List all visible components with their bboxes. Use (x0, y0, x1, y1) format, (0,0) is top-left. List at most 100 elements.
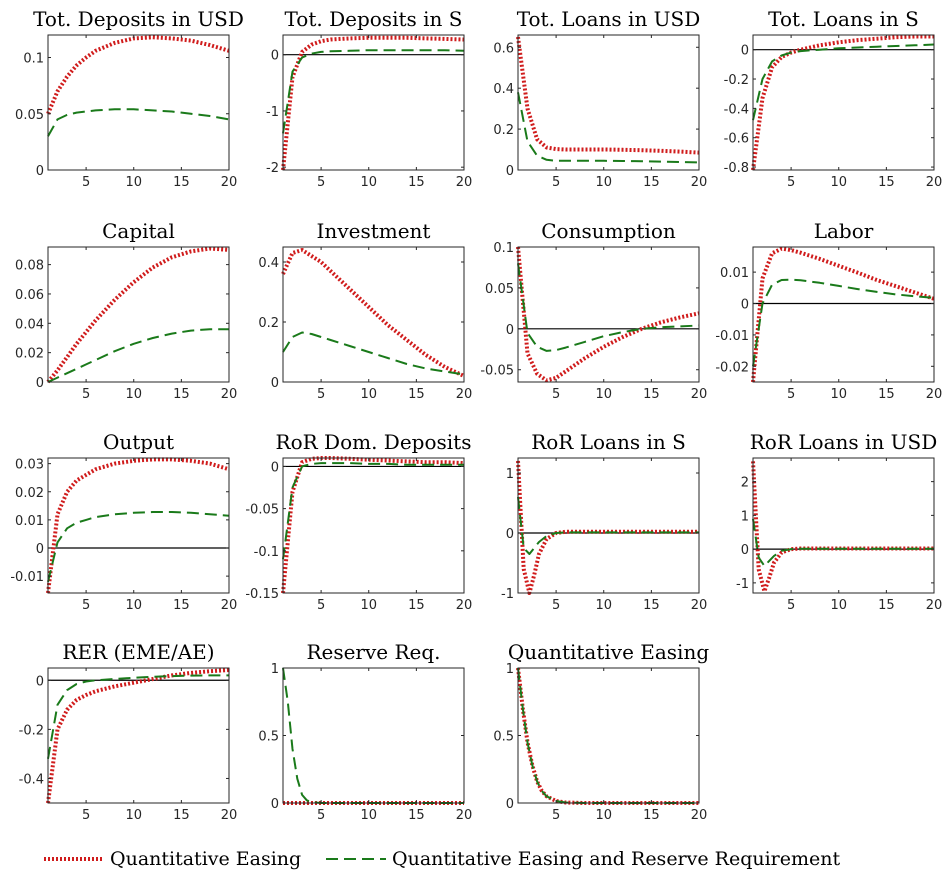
y-tick-label: -0.02 (715, 360, 749, 375)
y-tick-label: 0.4 (258, 256, 279, 271)
y-tick-label: 1 (506, 662, 514, 677)
x-tick-label: 20 (221, 808, 238, 823)
panel-14: Reserve Req. 5 10 15 20 0 0.5 1 (258, 640, 472, 823)
x-tick-label: 20 (221, 598, 238, 613)
x-tick-label: 20 (691, 808, 708, 823)
axes-box (47, 246, 230, 383)
axes-box (282, 34, 465, 171)
series-qe-rr-line (47, 108, 230, 137)
y-tick-label: 0 (36, 164, 44, 179)
x-tick-label: 15 (408, 387, 425, 402)
panel-15: Quantitative Easing 5 10 15 20 0 0.5 1 (493, 640, 709, 823)
x-tick-label: 20 (691, 387, 708, 402)
panel-title: RoR Loans in S (531, 430, 686, 454)
panel-12: RoR Loans in USD 5 10 15 20 -1 0 1 2 (736, 430, 942, 613)
series-qe-line (751, 246, 935, 383)
panel-4: Tot. Loans in S 5 10 15 20 -0.8 -0.6 -0.4 -0.2 0 (724, 7, 943, 190)
x-tick-label: 5 (82, 175, 90, 190)
panel-title: RER (EME/AE) (62, 640, 214, 664)
x-tick-label: 10 (125, 387, 142, 402)
panel-8: Labor 5 10 15 20 -0.02 -0.01 0 0.01 (715, 219, 942, 402)
x-tick-label: 10 (595, 387, 612, 402)
y-tick-label: -1 (501, 587, 514, 602)
x-tick-label: 5 (552, 387, 560, 402)
series-qe-line (516, 36, 700, 155)
axes-box (517, 246, 700, 383)
series-qe-line (46, 35, 230, 115)
y-tick-label: -0.6 (724, 132, 749, 147)
y-tick-label: -0.2 (724, 73, 749, 88)
x-tick-label: 10 (830, 175, 847, 190)
x-tick-label: 20 (691, 598, 708, 613)
x-tick-label: 10 (125, 598, 142, 613)
x-tick-label: 15 (408, 808, 425, 823)
y-tick-label: 0.4 (493, 82, 514, 97)
x-tick-label: 20 (221, 175, 238, 190)
x-tick-label: 20 (456, 598, 473, 613)
y-tick-label: 0 (506, 164, 514, 179)
y-tick-label: 0 (271, 460, 279, 475)
y-tick-label: 0 (506, 797, 514, 812)
panel-5: Capital 5 10 15 20 0 0.02 0.04 0.06 0.08 (15, 219, 237, 402)
y-tick-label: 0.02 (15, 347, 44, 362)
legend-qe-rr-label: Quantitative Easing and Reserve Requirem… (392, 848, 841, 870)
y-tick-label: 0.1 (23, 52, 44, 67)
series-qe-rr-line (517, 496, 699, 555)
y-tick-label: 2 (741, 476, 749, 491)
x-tick-label: 5 (317, 175, 325, 190)
y-tick-label: 0 (271, 49, 279, 64)
x-tick-label: 15 (408, 598, 425, 613)
series-qe-rr-line (47, 328, 229, 383)
x-tick-label: 15 (173, 808, 190, 823)
series-qe-line (516, 460, 699, 595)
panel-13: RER (EME/AE) 5 10 15 20 -0.4 -0.2 0 (19, 640, 238, 823)
x-tick-label: 15 (878, 175, 895, 190)
axes-box (47, 34, 230, 171)
y-tick-label: -0.1 (254, 545, 279, 560)
y-tick-label: 0.5 (258, 730, 279, 745)
series-qe-rr-line (517, 92, 700, 164)
panel-title: Tot. Deposits in USD (33, 7, 244, 31)
panel-2: Tot. Deposits in S 5 10 15 20 -2 -1 0 (266, 7, 472, 190)
x-tick-label: 15 (878, 598, 895, 613)
y-tick-label: -1 (266, 105, 279, 120)
series-qe-line (281, 248, 465, 378)
x-tick-label: 5 (787, 387, 795, 402)
x-tick-label: 15 (643, 598, 660, 613)
series-qe-rr-line (752, 278, 935, 367)
series-qe-line (751, 461, 934, 594)
panel-11: RoR Loans in S 5 10 15 20 -1 0 1 (501, 430, 707, 613)
y-tick-label: 0.2 (493, 123, 514, 138)
x-tick-label: 20 (926, 175, 943, 190)
y-tick-label: 0 (36, 674, 44, 689)
y-tick-label: -0.15 (245, 587, 279, 602)
series-qe-line (281, 456, 465, 594)
axes-box (517, 457, 700, 594)
y-tick-label: 0 (741, 543, 749, 558)
series-qe-line (46, 457, 230, 594)
y-tick-label: 0.05 (15, 108, 44, 123)
panel-title: Consumption (541, 219, 676, 243)
y-tick-label: 0.2 (258, 316, 279, 331)
series-qe-line (751, 34, 934, 171)
axes-box (517, 667, 700, 804)
panel-title: Tot. Loans in USD (517, 7, 701, 31)
x-tick-label: 5 (82, 387, 90, 402)
x-tick-label: 5 (82, 598, 90, 613)
x-tick-label: 15 (643, 175, 660, 190)
y-tick-label: 0 (741, 44, 749, 59)
x-tick-label: 10 (830, 598, 847, 613)
y-tick-label: 0.05 (485, 282, 514, 297)
series-qe-rr-line (517, 263, 700, 352)
series-qe-line (281, 35, 465, 171)
y-tick-label: 0.02 (15, 486, 44, 501)
y-tick-label: 1 (741, 509, 749, 524)
panel-10: RoR Dom. Deposits 5 10 15 20 -0.15 -0.1 -0.05 0 (245, 430, 472, 613)
panel-title: Labor (814, 219, 874, 243)
y-tick-label: 0 (506, 323, 514, 338)
x-tick-label: 20 (926, 598, 943, 613)
y-tick-label: -0.05 (480, 364, 514, 379)
axes-box (47, 457, 230, 594)
series-qe-line (516, 246, 700, 383)
axes-box (752, 246, 935, 383)
